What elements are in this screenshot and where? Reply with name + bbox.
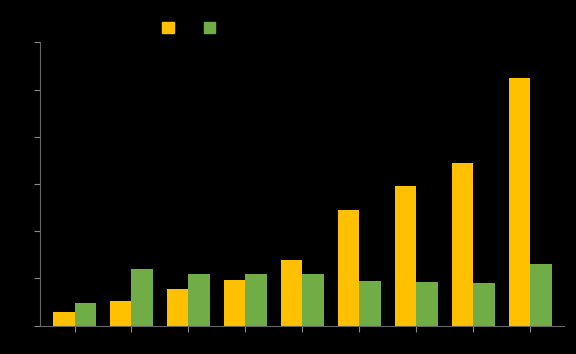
- Bar: [110, 301, 131, 326]
- Bar: [395, 187, 416, 326]
- Bar: [281, 259, 302, 326]
- Legend: , : ,: [162, 21, 218, 35]
- Bar: [530, 264, 552, 326]
- Bar: [473, 283, 495, 326]
- Bar: [338, 210, 359, 326]
- Bar: [223, 280, 245, 326]
- Bar: [452, 163, 473, 326]
- Bar: [131, 269, 153, 326]
- Bar: [359, 281, 381, 326]
- Bar: [509, 78, 530, 326]
- Bar: [245, 274, 267, 326]
- Bar: [416, 282, 438, 326]
- Bar: [188, 274, 210, 326]
- Bar: [167, 289, 188, 326]
- Bar: [74, 303, 96, 326]
- Bar: [53, 312, 74, 326]
- Bar: [302, 274, 324, 326]
